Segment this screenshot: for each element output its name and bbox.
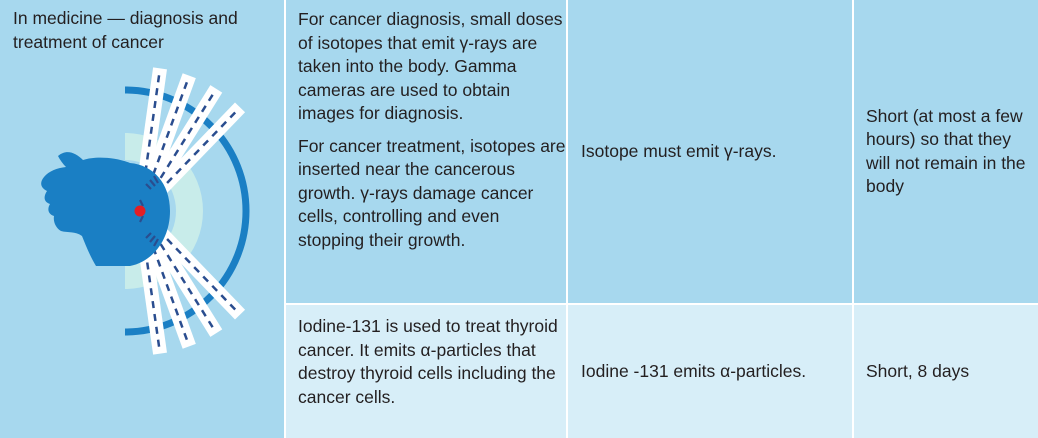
gamma-description-cell: For cancer diagnosis, small doses of iso…	[286, 0, 566, 303]
radiotherapy-illustration	[41, 67, 250, 355]
application-cell: In medicine — diagnosis and treatment of…	[0, 0, 284, 438]
application-label: In medicine — diagnosis and treatment of…	[13, 8, 238, 52]
iodine-requirement-cell: Iodine -131 emits α-particles.	[568, 305, 852, 438]
iodine-paragraph: Iodine-131 is used to treat thyroid canc…	[298, 316, 558, 407]
gamma-half-life-text: Short (at most a few hours) so that they…	[866, 105, 1026, 197]
gamma-beam-icon	[136, 67, 246, 355]
head-icon	[41, 152, 171, 266]
gamma-requirement-cell: Isotope must emit γ-rays.	[568, 0, 852, 303]
gamma-requirement-text: Isotope must emit γ-rays.	[581, 140, 777, 161]
iodine-half-life-cell: Short, 8 days	[854, 305, 1038, 438]
iodine-requirement-text: Iodine -131 emits α-particles.	[581, 360, 807, 381]
iodine-description-cell: Iodine-131 is used to treat thyroid canc…	[286, 305, 566, 438]
diagnosis-paragraph: For cancer diagnosis, small doses of iso…	[298, 9, 563, 123]
treatment-paragraph: For cancer treatment, isotopes are inser…	[298, 135, 566, 250]
iodine-half-life-text: Short, 8 days	[866, 360, 970, 381]
gamma-half-life-cell: Short (at most a few hours) so that they…	[854, 0, 1038, 303]
tumor-icon	[134, 205, 146, 217]
beam-marks-icon	[139, 175, 159, 247]
